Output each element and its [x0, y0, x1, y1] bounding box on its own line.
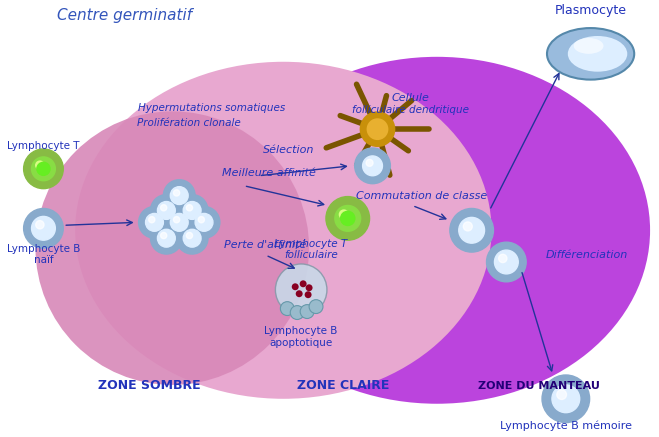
Text: ZONE SOMBRE: ZONE SOMBRE: [98, 379, 201, 392]
Circle shape: [32, 157, 55, 181]
Circle shape: [542, 375, 590, 423]
Text: ZONE DU MANTEAU: ZONE DU MANTEAU: [478, 381, 600, 391]
Text: Lymphocyte B mémoire: Lymphocyte B mémoire: [500, 420, 632, 430]
Text: Lymphocyte B: Lymphocyte B: [264, 326, 338, 336]
Text: ZONE CLAIRE: ZONE CLAIRE: [297, 379, 389, 392]
Circle shape: [459, 217, 484, 243]
Ellipse shape: [75, 62, 492, 399]
Circle shape: [304, 291, 312, 298]
Text: Différenciation: Différenciation: [546, 250, 628, 260]
Circle shape: [150, 194, 183, 226]
Circle shape: [195, 213, 213, 231]
Circle shape: [183, 229, 201, 247]
Circle shape: [146, 213, 163, 231]
Ellipse shape: [574, 38, 604, 54]
Circle shape: [36, 161, 44, 170]
Circle shape: [290, 305, 304, 319]
Circle shape: [275, 264, 327, 316]
Circle shape: [499, 254, 507, 263]
Circle shape: [176, 222, 208, 254]
Circle shape: [296, 290, 302, 297]
Circle shape: [161, 232, 167, 239]
Text: Commutation de classe: Commutation de classe: [357, 191, 488, 201]
Circle shape: [183, 201, 201, 219]
Circle shape: [198, 217, 204, 223]
Circle shape: [138, 207, 170, 238]
Circle shape: [366, 160, 373, 166]
Circle shape: [366, 118, 388, 140]
Text: Hypermutations somatiques: Hypermutations somatiques: [138, 103, 285, 113]
Circle shape: [163, 207, 195, 238]
Circle shape: [486, 242, 526, 282]
Circle shape: [170, 213, 188, 231]
Circle shape: [326, 197, 370, 240]
Circle shape: [280, 302, 294, 316]
Circle shape: [149, 217, 155, 223]
Circle shape: [557, 390, 567, 399]
Circle shape: [32, 216, 55, 240]
Text: naïf: naïf: [34, 255, 53, 265]
Circle shape: [24, 208, 63, 248]
Text: Perte d'affinité: Perte d'affinité: [224, 240, 306, 250]
Circle shape: [306, 284, 312, 291]
Text: Cellule: Cellule: [391, 94, 429, 104]
Ellipse shape: [547, 28, 634, 80]
Circle shape: [301, 305, 314, 319]
Text: Plasmocyte: Plasmocyte: [555, 4, 627, 17]
Text: Lymphocyte T: Lymphocyte T: [274, 239, 348, 249]
Circle shape: [552, 385, 580, 413]
Circle shape: [36, 221, 44, 229]
Circle shape: [186, 232, 192, 239]
Circle shape: [186, 205, 192, 211]
Text: Lymphocyte T: Lymphocyte T: [7, 141, 80, 151]
Text: Centre germinatif: Centre germinatif: [57, 8, 192, 23]
Circle shape: [494, 250, 518, 274]
Circle shape: [176, 194, 208, 226]
Ellipse shape: [224, 57, 650, 404]
Text: folliculaire dendritique: folliculaire dendritique: [352, 105, 469, 115]
Text: folliculaire: folliculaire: [284, 250, 338, 260]
Circle shape: [360, 111, 395, 147]
Circle shape: [158, 229, 175, 247]
Circle shape: [309, 300, 323, 313]
Text: apoptotique: apoptotique: [270, 338, 333, 348]
Text: Meilleure affinité: Meilleure affinité: [221, 168, 316, 178]
Circle shape: [173, 190, 180, 196]
Circle shape: [163, 180, 195, 212]
Circle shape: [300, 281, 306, 287]
Text: Prolifération clonale: Prolifération clonale: [137, 118, 241, 128]
Ellipse shape: [568, 36, 627, 72]
Circle shape: [158, 201, 175, 219]
Circle shape: [339, 210, 349, 219]
Circle shape: [335, 205, 360, 231]
Circle shape: [188, 207, 220, 238]
Circle shape: [37, 162, 50, 175]
Circle shape: [362, 156, 382, 176]
Circle shape: [170, 187, 188, 205]
Circle shape: [463, 222, 473, 231]
Circle shape: [355, 148, 390, 184]
Text: Sélection: Sélection: [262, 145, 314, 155]
Circle shape: [292, 283, 299, 290]
Circle shape: [150, 222, 183, 254]
Circle shape: [173, 217, 180, 223]
Circle shape: [161, 205, 167, 211]
Circle shape: [36, 111, 309, 385]
Circle shape: [341, 212, 355, 225]
Circle shape: [24, 149, 63, 189]
Text: Lymphocyte B: Lymphocyte B: [7, 244, 80, 254]
Circle shape: [450, 208, 494, 252]
